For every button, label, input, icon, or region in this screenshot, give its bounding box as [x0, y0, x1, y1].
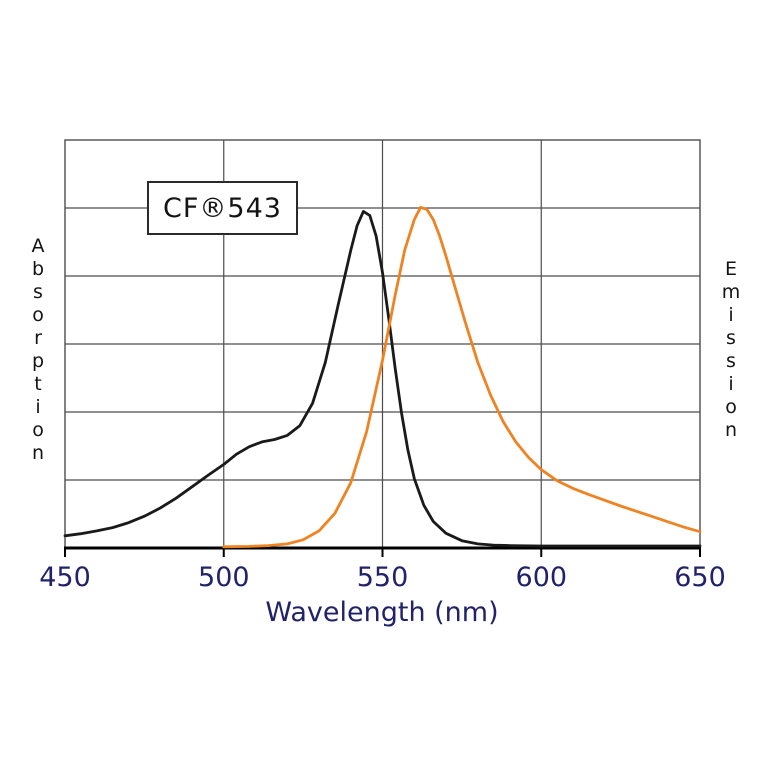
tick-marks-group	[64, 548, 701, 557]
dye-name-text: CF®543	[163, 192, 282, 224]
x-tick-600: 600	[515, 562, 568, 593]
x-tick-450: 450	[39, 562, 91, 593]
series-group	[63, 205, 702, 549]
series-line-emission	[222, 205, 702, 549]
dye-name-annotation: CF®543	[147, 181, 298, 235]
x-tick-500: 500	[198, 562, 250, 593]
y-axis-label-absorption: Absorption	[27, 235, 49, 465]
x-axis-title: Wavelength (nm)	[265, 597, 499, 628]
x-tick-650: 650	[674, 562, 726, 593]
x-tick-550: 550	[356, 562, 409, 593]
y-axis-label-emission: Emission	[720, 258, 742, 442]
series-line-absorption	[63, 210, 702, 548]
